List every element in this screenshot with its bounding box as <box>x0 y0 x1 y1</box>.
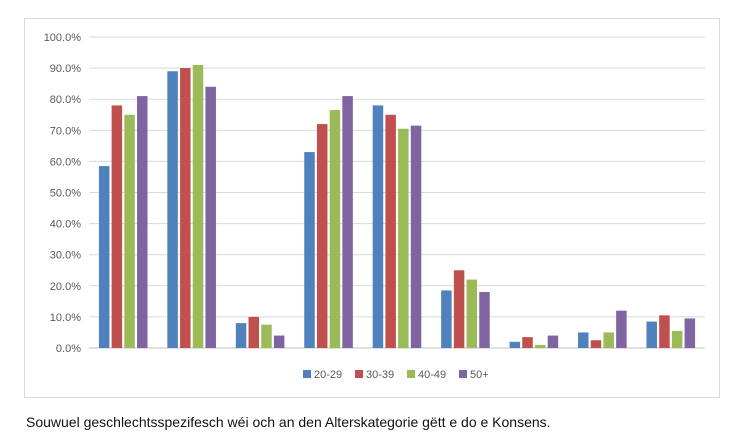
bar-30-39 <box>453 270 465 348</box>
bar-40-49 <box>534 344 546 348</box>
bar-50plus <box>137 96 148 348</box>
bar-30-39 <box>316 124 328 348</box>
chart-frame: 0.0% 10.0% 20.0% 30.0% 40.0% 50.0% 60.0% 70.0% 8… <box>24 18 720 398</box>
bar-50plus <box>205 86 216 348</box>
caption: Souwuel geschlechtsspezifesch wéi och an… <box>26 414 551 430</box>
bar-30-39 <box>659 315 670 348</box>
y-tick-label: 0.0% <box>56 343 81 355</box>
bar-40-49 <box>466 279 478 348</box>
bar-20-29 <box>578 332 589 348</box>
y-tick-label: 40.0% <box>50 219 81 231</box>
bar-50plus <box>684 318 696 348</box>
bar-50plus <box>616 310 627 348</box>
legend-swatch <box>459 370 467 378</box>
legend-label: 50+ <box>470 369 489 381</box>
bar-chart: 0.0% 10.0% 20.0% 30.0% 40.0% 50.0% 60.0% 70.0% 8… <box>44 32 705 381</box>
bar-30-39 <box>180 68 191 348</box>
y-tick-label: 100.0% <box>44 32 82 44</box>
bar-20-29 <box>646 321 657 348</box>
bar-50plus <box>479 292 490 348</box>
y-tick-label: 30.0% <box>50 250 81 262</box>
bar-40-49 <box>398 128 409 348</box>
bar-30-39 <box>522 337 533 348</box>
legend-label: 30-39 <box>366 369 394 381</box>
bar-20-29 <box>235 323 247 348</box>
bar-40-49 <box>261 324 272 348</box>
legend-swatch <box>407 370 415 378</box>
bar-50plus <box>273 335 285 348</box>
bar-50plus <box>410 125 422 348</box>
y-tick-label: 90.0% <box>50 63 81 75</box>
bar-20-29 <box>98 166 110 348</box>
bar-30-39 <box>590 340 602 348</box>
y-tick-label: 20.0% <box>50 281 81 293</box>
bar-20-29 <box>509 341 521 348</box>
legend-swatch <box>303 370 311 378</box>
y-tick-label: 10.0% <box>50 312 81 324</box>
bar-50plus <box>342 96 353 348</box>
legend-label: 20-29 <box>314 369 342 381</box>
bar-40-49 <box>329 110 341 349</box>
legend-label: 40-49 <box>418 369 446 381</box>
bar-20-29 <box>372 105 384 348</box>
y-tick-label: 80.0% <box>50 94 81 106</box>
y-tick-label: 70.0% <box>50 125 81 137</box>
bar-20-29 <box>167 71 178 349</box>
bar-50plus <box>547 335 559 348</box>
y-tick-label: 60.0% <box>50 156 81 168</box>
bar-40-49 <box>192 64 204 349</box>
bar-40-49 <box>671 330 683 348</box>
bar-40-49 <box>124 114 135 348</box>
bar-20-29 <box>441 290 452 348</box>
bar-30-39 <box>111 105 123 348</box>
bar-20-29 <box>304 152 315 348</box>
bar-30-39 <box>385 114 396 348</box>
legend-swatch <box>355 370 363 378</box>
bar-30-39 <box>248 316 260 348</box>
bar-40-49 <box>603 332 614 348</box>
y-tick-label: 50.0% <box>50 188 81 200</box>
